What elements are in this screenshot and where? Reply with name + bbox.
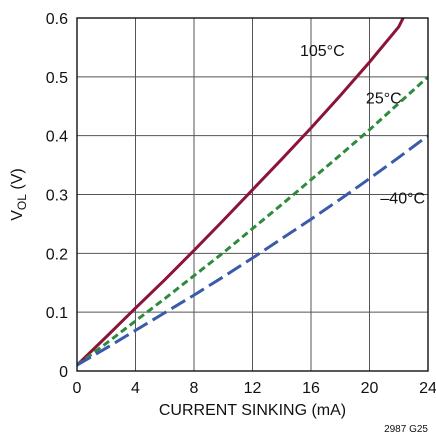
series-labels: 105°C 25°C –40°C	[300, 43, 425, 207]
x-tick-label: 0	[73, 380, 82, 397]
y-axis-label: VOL (V)	[9, 168, 29, 220]
series-label: 25°C	[366, 90, 402, 107]
y-tick-label: 0.4	[46, 129, 68, 146]
series-line	[77, 75, 428, 367]
x-tick-label: 4	[131, 380, 140, 397]
series-label: –40°C	[380, 190, 425, 207]
y-axis-label-main: V	[9, 210, 26, 221]
figure-code: 2987 G25	[384, 424, 428, 435]
x-tick-label: 24	[419, 380, 436, 397]
y-tick-label: 0.6	[46, 11, 68, 28]
plot-frame	[76, 17, 429, 372]
y-tick-label: 0.5	[46, 70, 68, 87]
series-line	[77, 18, 405, 367]
tick-labels: 0 4 8 12 16 20 24 0 0.1 0.2 0.3 0.4 0.5 0.6	[46, 11, 436, 397]
x-tick-label: 16	[302, 380, 320, 397]
y-tick-label: 0.1	[46, 305, 68, 322]
y-axis-label-subscript: OL	[15, 194, 29, 210]
series-group	[77, 18, 428, 367]
series-line	[77, 134, 428, 367]
y-tick-label: 0	[59, 364, 68, 381]
x-axis-label: CURRENT SINKING (mA)	[159, 402, 346, 419]
x-tick-label: 12	[244, 380, 262, 397]
series-label: 105°C	[300, 43, 345, 60]
y-axis-label-unit: (V)	[9, 168, 26, 194]
y-tick-label: 0.2	[46, 246, 68, 263]
x-tick-label: 20	[361, 380, 379, 397]
y-tick-label: 0.3	[46, 188, 68, 205]
x-tick-label: 8	[190, 380, 199, 397]
